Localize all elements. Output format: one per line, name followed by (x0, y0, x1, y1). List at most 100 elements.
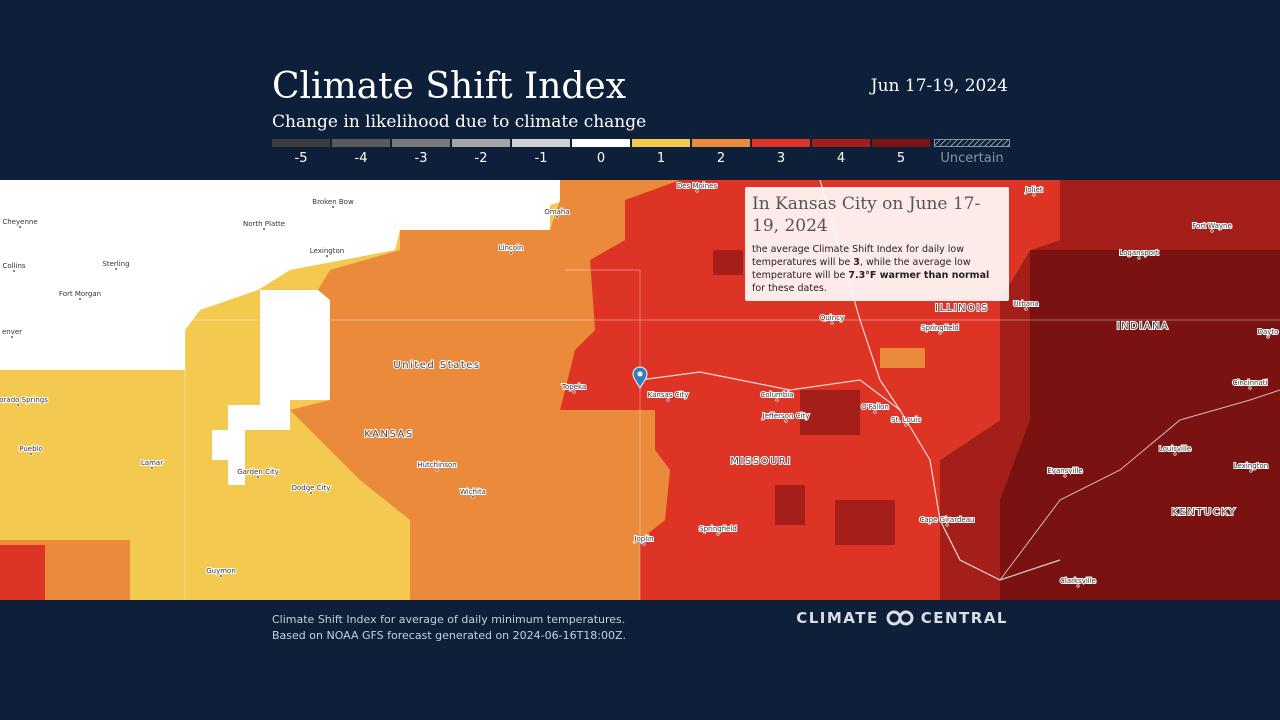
text: for these dates. (752, 283, 827, 294)
city-label: Kansas City (648, 391, 689, 399)
logo-text: CENTRAL (920, 609, 1008, 627)
region-label: ILLINOIS (935, 303, 989, 314)
city-dot (325, 254, 329, 258)
city-label: Dodge City (292, 484, 331, 492)
location-pin[interactable] (632, 366, 648, 390)
city-label: Lamar (141, 459, 163, 467)
legend-swatch (512, 139, 570, 147)
city-dot (12, 269, 16, 273)
legend-label: Uncertain (940, 151, 1004, 166)
region-label: KENTUCKY (1171, 507, 1236, 518)
city-dot (1032, 193, 1036, 197)
footer: Climate Shift Index for average of daily… (272, 612, 626, 644)
city-label: Logansport (1119, 249, 1158, 257)
footer-line: Climate Shift Index for average of daily… (272, 613, 626, 626)
city-label: Wichita (460, 488, 486, 496)
city-label: Joliet (1024, 186, 1043, 194)
city-label: North Platte (243, 220, 285, 228)
legend-swatch (812, 139, 870, 147)
city-dot (873, 410, 877, 414)
city-label: Cheyenne (2, 218, 37, 226)
city-dot (716, 532, 720, 536)
anomaly: 7.3°F warmer than normal (848, 270, 990, 281)
city-dot (509, 251, 513, 255)
city-dot (18, 225, 22, 229)
legend-label: 0 (596, 151, 606, 166)
logo-icon (886, 610, 914, 626)
city-label: St. Louis (891, 416, 921, 424)
city-dot (1210, 229, 1214, 233)
city-dot (1024, 307, 1028, 311)
tooltip-title: In Kansas City on June 17-19, 2024 (752, 194, 981, 236)
city-dot (309, 491, 313, 495)
city-label: Louisville (1159, 445, 1191, 453)
legend-label: -3 (414, 151, 428, 166)
city-label: Lexington (1234, 462, 1268, 470)
legend-swatch (632, 139, 690, 147)
city-dot (114, 267, 118, 271)
map-fill (0, 180, 1280, 600)
city-label: Lexington (310, 247, 344, 255)
city-dot (219, 574, 223, 578)
city-dot (29, 452, 33, 456)
city-label: Colorado Springs (0, 396, 48, 404)
city-label: Hutchinson (417, 461, 456, 469)
text: the average Climate Shift Index for dail… (752, 244, 964, 268)
city-dot (1173, 452, 1177, 456)
legend-label: -1 (534, 151, 548, 166)
tooltip: In Kansas City on June 17-19, 2024 the a… (745, 187, 1009, 301)
city-label: Fort Morgan (59, 290, 101, 298)
city-dot (830, 321, 834, 325)
city-label: Quincy (820, 314, 844, 322)
city-dot (78, 297, 82, 301)
legend-label: -5 (294, 151, 308, 166)
city-dot (784, 419, 788, 423)
text: , while the average low temperature will… (752, 257, 971, 281)
city-dot (435, 468, 439, 472)
city-label: Collins (2, 262, 25, 270)
csi-value: 3 (853, 257, 860, 268)
city-dot (1063, 474, 1067, 478)
logo-text: CLIMATE (796, 609, 879, 627)
region-label: United States (393, 360, 480, 371)
city-label: Broken Bow (312, 198, 354, 206)
city-label: Sterling (102, 260, 129, 268)
legend-swatch (392, 139, 450, 147)
city-label: Des Moines (677, 182, 718, 190)
tooltip-body: the average Climate Shift Index for dail… (752, 243, 1002, 295)
city-dot (256, 475, 260, 479)
city-label: Evansville (1047, 467, 1082, 475)
legend-swatch (332, 139, 390, 147)
region-label: INDIANA (1117, 321, 1170, 332)
city-label: Omaha (544, 208, 569, 216)
legend-label: 2 (716, 151, 726, 166)
city-dot (775, 398, 779, 402)
city-label: Fort Wayne (1192, 222, 1232, 230)
city-dot (471, 495, 475, 499)
logo[interactable]: CLIMATE CENTRAL (796, 609, 1008, 627)
city-label: Guymon (206, 567, 236, 575)
city-label: Topeka (561, 383, 586, 391)
legend-swatch (692, 139, 750, 147)
city-label: Clarksville (1060, 577, 1096, 585)
city-dot (1137, 256, 1141, 260)
legend-swatch (872, 139, 930, 147)
city-label: Cape Girardeau (920, 516, 975, 524)
city-dot (945, 523, 949, 527)
legend-label: 1 (656, 151, 666, 166)
map-labels: Des Moines Omaha Lincoln Kansas City Topeka W… (0, 181, 1279, 588)
city-label: Garden City (237, 468, 279, 476)
city-dot (695, 189, 699, 193)
region-label: MISSOURI (730, 456, 791, 467)
city-label: Lincoln (499, 244, 524, 252)
map[interactable]: Des Moines Omaha Lincoln Kansas City Topeka W… (0, 180, 1280, 600)
city-label: Joplin (633, 535, 653, 543)
legend-label: 4 (836, 151, 846, 166)
legend-swatch (752, 139, 810, 147)
city-label: Springfield (921, 324, 959, 332)
legend: -5 -4 -3 -2 -1 0 1 2 3 4 5 Uncertain (272, 139, 1012, 169)
title: Climate Shift Index (272, 66, 627, 107)
city-dot (1248, 386, 1252, 390)
city-dot (262, 227, 266, 231)
